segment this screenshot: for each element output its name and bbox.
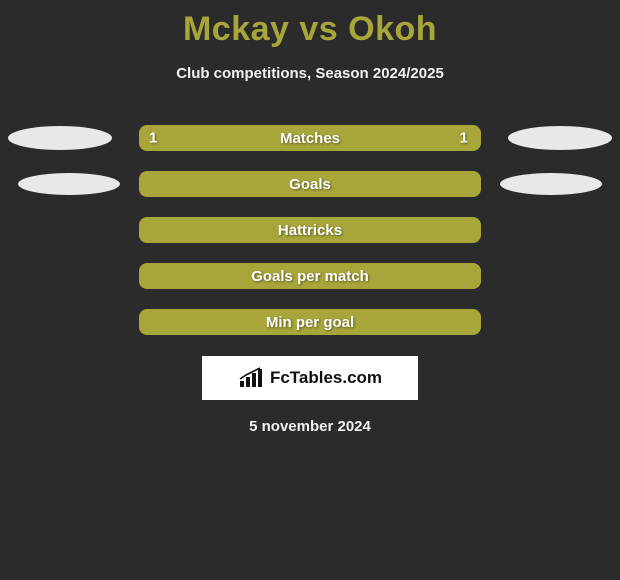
date-label: 5 november 2024: [0, 418, 620, 435]
stat-bar: Matches: [139, 125, 481, 151]
stat-bar: Goals: [139, 171, 481, 197]
stat-row-hattricks: Hattricks: [0, 210, 620, 250]
stat-row-goals: Goals: [0, 164, 620, 204]
stat-value-right: 1: [460, 130, 468, 147]
bar-chart-icon: [238, 367, 264, 389]
subtitle: Club competitions, Season 2024/2025: [0, 65, 620, 82]
stat-bar: Min per goal: [139, 309, 481, 335]
brand-logo[interactable]: FcTables.com: [202, 356, 418, 400]
stat-label: Goals: [289, 176, 331, 193]
stat-row-matches: Matches 1 1: [0, 118, 620, 158]
stat-row-min-per-goal: Min per goal: [0, 302, 620, 342]
stat-label: Matches: [280, 130, 340, 147]
stat-label: Goals per match: [251, 268, 369, 285]
stat-label: Min per goal: [266, 314, 354, 331]
ellipse-right: [500, 173, 602, 195]
stats-container: Matches 1 1 Goals Hattricks Goals per ma…: [0, 118, 620, 342]
ellipse-left: [18, 173, 120, 195]
stat-bar: Hattricks: [139, 217, 481, 243]
ellipse-left: [8, 126, 112, 150]
stat-value-left: 1: [149, 130, 157, 147]
brand-text: FcTables.com: [270, 368, 382, 388]
page-title: Mckay vs Okoh: [0, 0, 620, 49]
stat-bar: Goals per match: [139, 263, 481, 289]
ellipse-right: [508, 126, 612, 150]
stat-row-goals-per-match: Goals per match: [0, 256, 620, 296]
stat-label: Hattricks: [278, 222, 342, 239]
